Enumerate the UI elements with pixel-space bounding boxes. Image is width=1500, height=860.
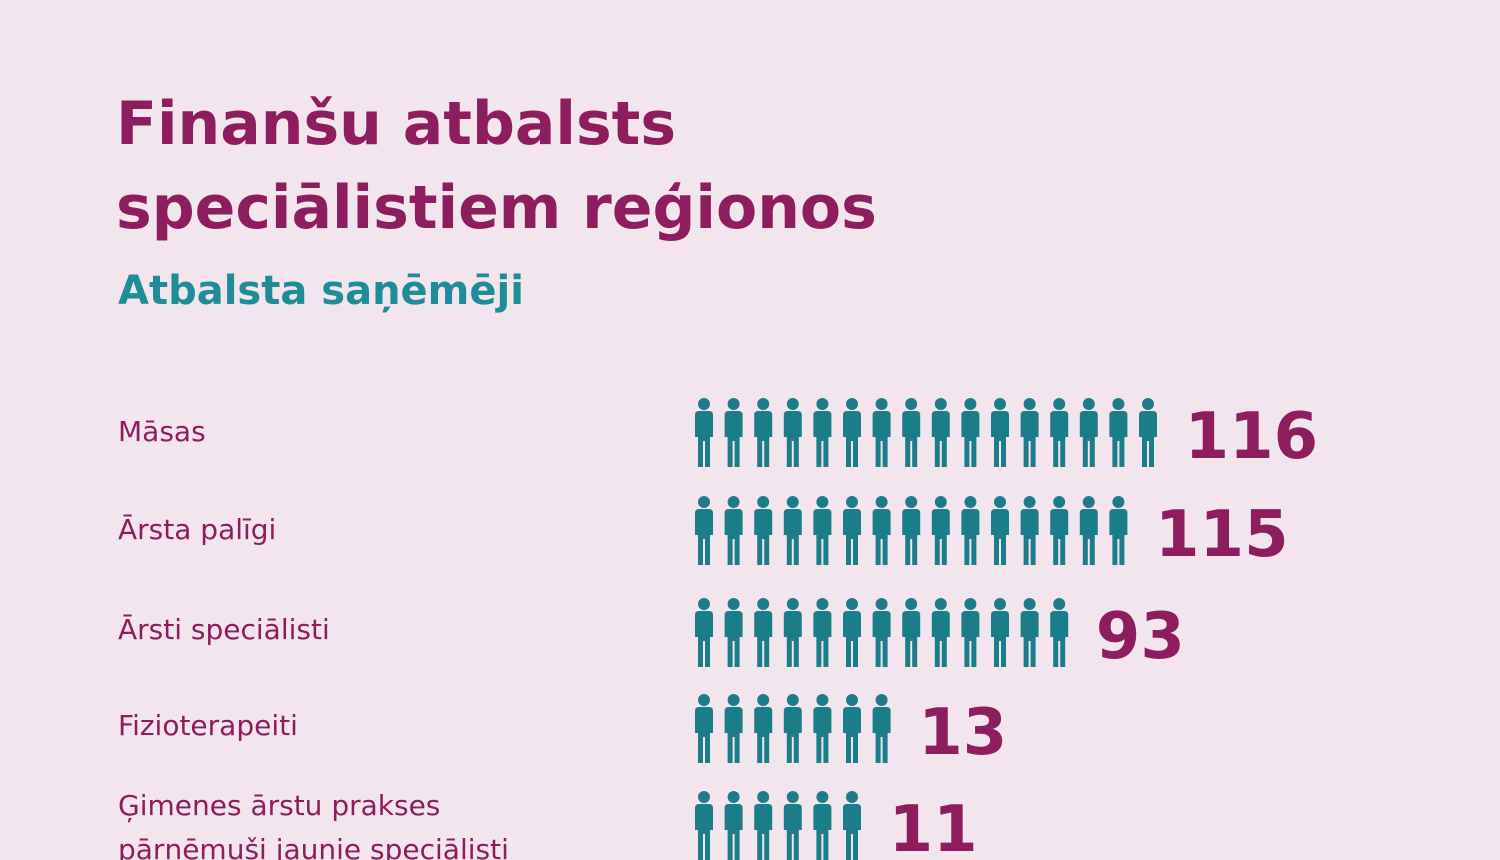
icons <box>695 496 1128 565</box>
person-icon <box>813 496 832 565</box>
value-label: 13 <box>918 696 1008 770</box>
person-icon <box>991 398 1009 467</box>
category-label: Ārsti speciālisti <box>118 613 330 646</box>
person-icon <box>991 496 1009 565</box>
icon-row <box>693 693 900 765</box>
person-icon <box>813 398 832 467</box>
person-icon <box>843 496 861 565</box>
icon-row <box>693 790 871 860</box>
icons <box>695 398 1157 467</box>
person-icon <box>695 496 713 565</box>
person-icon <box>754 398 773 467</box>
category-label: Fizioterapeiti <box>118 709 298 742</box>
person-icon <box>754 598 773 667</box>
person-icon <box>1050 598 1069 667</box>
person-icon <box>1079 496 1098 565</box>
person-icon <box>872 496 891 565</box>
person-icon <box>783 598 802 667</box>
person-icon <box>783 398 802 467</box>
chart-title: Finanšu atbalsts speciālistiem reģionos <box>116 89 877 243</box>
person-icon <box>902 496 921 565</box>
person-icon <box>931 598 950 667</box>
person-icon <box>724 398 743 467</box>
person-icon <box>902 598 921 667</box>
person-icon <box>1020 598 1039 667</box>
icon-row <box>693 397 1167 469</box>
person-icon <box>783 791 802 860</box>
person-icon <box>961 496 980 565</box>
person-icon <box>813 694 832 763</box>
person-icon <box>872 398 891 467</box>
person-icon <box>1109 496 1128 565</box>
person-icon <box>813 598 832 667</box>
person-icon <box>843 398 861 467</box>
icon-row <box>693 597 1078 669</box>
person-icon <box>754 694 773 763</box>
icons <box>695 694 891 763</box>
person-icon <box>695 398 713 467</box>
icons <box>695 791 861 860</box>
chart-subtitle: Atbalsta saņēmēji <box>118 268 524 314</box>
person-icon <box>754 496 773 565</box>
person-icon <box>843 791 861 860</box>
value-label: 11 <box>888 793 978 860</box>
person-icon <box>931 496 950 565</box>
person-icon <box>872 694 891 763</box>
person-icon <box>695 694 713 763</box>
person-icon <box>724 496 743 565</box>
person-icon <box>724 598 743 667</box>
person-icon <box>783 496 802 565</box>
person-icon <box>872 598 891 667</box>
person-icon <box>695 791 713 860</box>
person-icon <box>724 791 743 860</box>
value-label: 115 <box>1155 498 1289 572</box>
category-label: Ārsta palīgi <box>118 513 277 546</box>
person-icon <box>813 791 832 860</box>
person-icon <box>991 598 1009 667</box>
person-icon <box>754 791 773 860</box>
person-icon <box>1020 398 1039 467</box>
person-icon <box>695 598 713 667</box>
person-icon <box>843 598 861 667</box>
person-icon <box>931 398 950 467</box>
category-label: Ģimenes ārstu prakses pārņēmuši jaunie s… <box>118 789 509 860</box>
value-label: 93 <box>1095 600 1185 674</box>
person-icon <box>1050 496 1069 565</box>
icons <box>695 598 1069 667</box>
person-icon <box>724 694 743 763</box>
person-icon <box>1020 496 1039 565</box>
icon-row <box>693 495 1137 567</box>
person-icon <box>783 694 802 763</box>
person-icon <box>961 598 980 667</box>
person-icon <box>1079 398 1098 467</box>
person-icon <box>1139 398 1157 467</box>
person-icon <box>1050 398 1069 467</box>
person-icon <box>1109 398 1128 467</box>
value-label: 116 <box>1184 400 1319 474</box>
category-label: Māsas <box>118 415 206 448</box>
person-icon <box>843 694 861 763</box>
person-icon <box>961 398 980 467</box>
person-icon <box>902 398 921 467</box>
